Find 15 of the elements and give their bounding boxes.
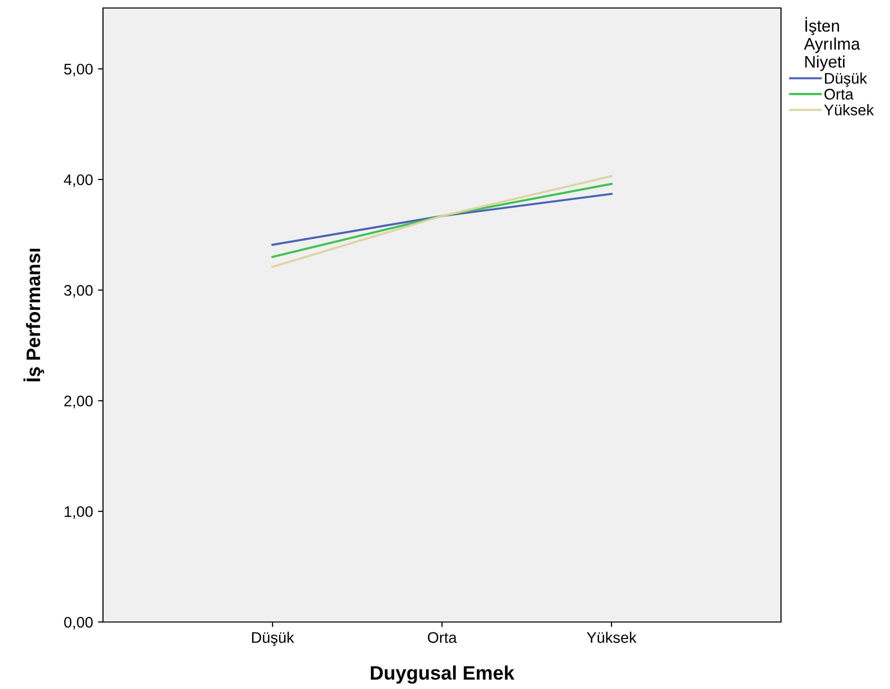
x-tick-label: Yüksek	[586, 632, 637, 643]
y-axis-title: İş Performansı	[23, 248, 44, 382]
y-tick-label: 5,00	[64, 64, 93, 76]
x-tick-label: Düşük	[252, 632, 294, 646]
x-axis-title: Duygusal Emek	[370, 665, 514, 684]
y-tick-label: 3,00	[64, 284, 93, 298]
y-tick-label: 1,00	[64, 506, 93, 519]
legend-title: İşten Ayrılma Niyeti	[804, 17, 860, 72]
y-tick-label: 0,00	[64, 616, 93, 630]
x-tick-label: Orta	[428, 632, 457, 643]
legend-label: Yüksek	[824, 104, 874, 116]
legend-label: Düşük	[825, 72, 868, 87]
legend-label: Orta	[824, 88, 854, 100]
y-tick-label: 2,00	[64, 396, 93, 408]
y-tick-label: 4,00	[64, 174, 93, 187]
